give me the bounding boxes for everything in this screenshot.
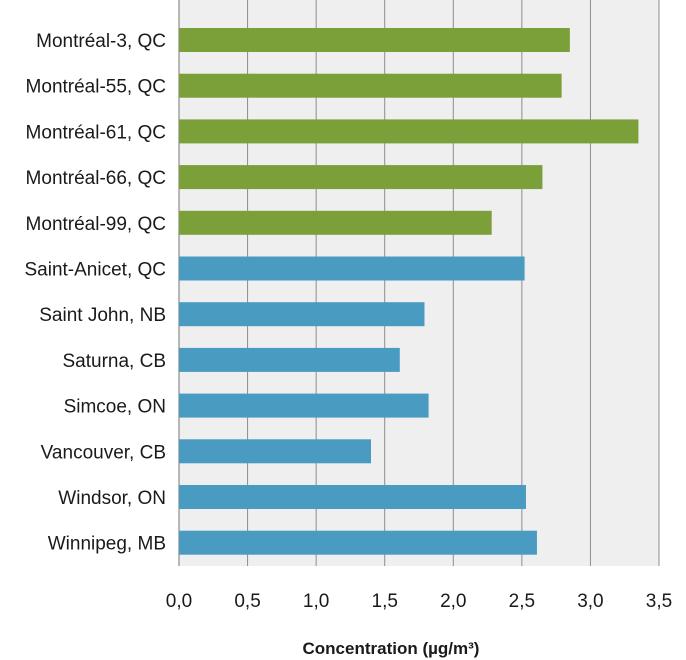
category-label: Winnipeg, MB <box>48 534 166 555</box>
bar <box>179 165 543 190</box>
bar <box>179 530 537 555</box>
bar <box>179 28 570 52</box>
category-label: Windsor, ON <box>58 488 166 509</box>
category-label: Montréal-55, QC <box>26 77 166 98</box>
x-tick-label: 2,5 <box>509 591 535 612</box>
x-tick-label: 1,0 <box>303 591 329 612</box>
category-label: Montréal-99, QC <box>26 214 166 235</box>
x-tick-label: 0,0 <box>166 591 192 612</box>
x-tick-label: 1,5 <box>372 591 398 612</box>
category-label: Saint John, NB <box>39 305 166 326</box>
bar <box>179 210 492 235</box>
category-label: Montréal-66, QC <box>26 168 166 189</box>
category-label: Vancouver, CB <box>41 442 166 463</box>
x-tick-label: 3,0 <box>577 591 603 612</box>
category-label: Montréal-61, QC <box>26 122 166 143</box>
x-tick-labels: 0,0 0,5 1,0 1,5 2,0 2,5 3,0 3,5 <box>166 591 672 612</box>
bar <box>179 439 371 464</box>
category-label: Montréal-3, QC <box>36 31 166 52</box>
category-label: Saturna, CB <box>63 351 167 372</box>
x-tick-label: 0,5 <box>234 591 260 612</box>
bar <box>179 73 562 98</box>
bar <box>179 347 400 372</box>
bar <box>179 485 526 509</box>
bar <box>179 302 425 327</box>
bar <box>179 119 639 144</box>
bar <box>179 393 429 418</box>
bars <box>179 28 639 555</box>
x-tick-label: 3,5 <box>646 591 672 612</box>
bar <box>179 256 525 281</box>
category-label: Simcoe, ON <box>64 397 166 418</box>
x-tick-label: 2,0 <box>440 591 466 612</box>
x-axis-title: Concentration (µg/m³) <box>303 639 480 658</box>
category-label: Saint-Anicet, QC <box>25 260 167 281</box>
category-labels: Montréal-3, QC Montréal-55, QC Montréal-61… <box>25 31 167 555</box>
